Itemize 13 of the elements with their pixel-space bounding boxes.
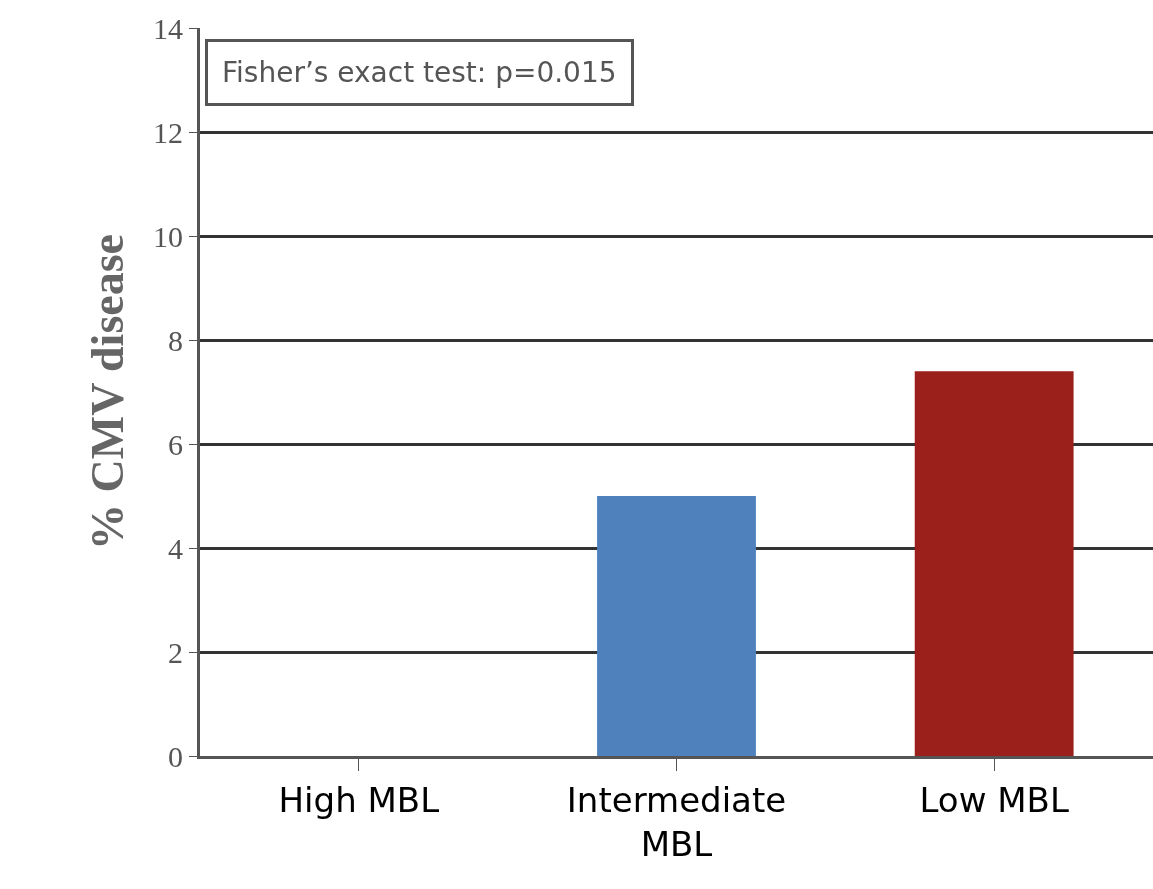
x-tick-label: High MBL: [278, 779, 440, 820]
x-tick-label: Low MBL: [919, 779, 1069, 820]
y-tick-label: 0: [168, 739, 183, 773]
y-tick-label: 10: [153, 219, 183, 253]
y-axis-title: % CMV disease: [82, 233, 134, 551]
y-tick-label: 8: [168, 323, 183, 357]
annotation: Fisher’s exact test: p=0.015: [222, 56, 617, 89]
y-tick-label: 2: [168, 635, 183, 669]
y-tick-label: 6: [168, 427, 183, 461]
y-tick-label: 14: [153, 11, 183, 45]
y-tick-label: 12: [153, 115, 183, 149]
y-tick-label: 4: [168, 531, 183, 565]
x-tick-label: Intermediate MBL: [566, 779, 787, 864]
